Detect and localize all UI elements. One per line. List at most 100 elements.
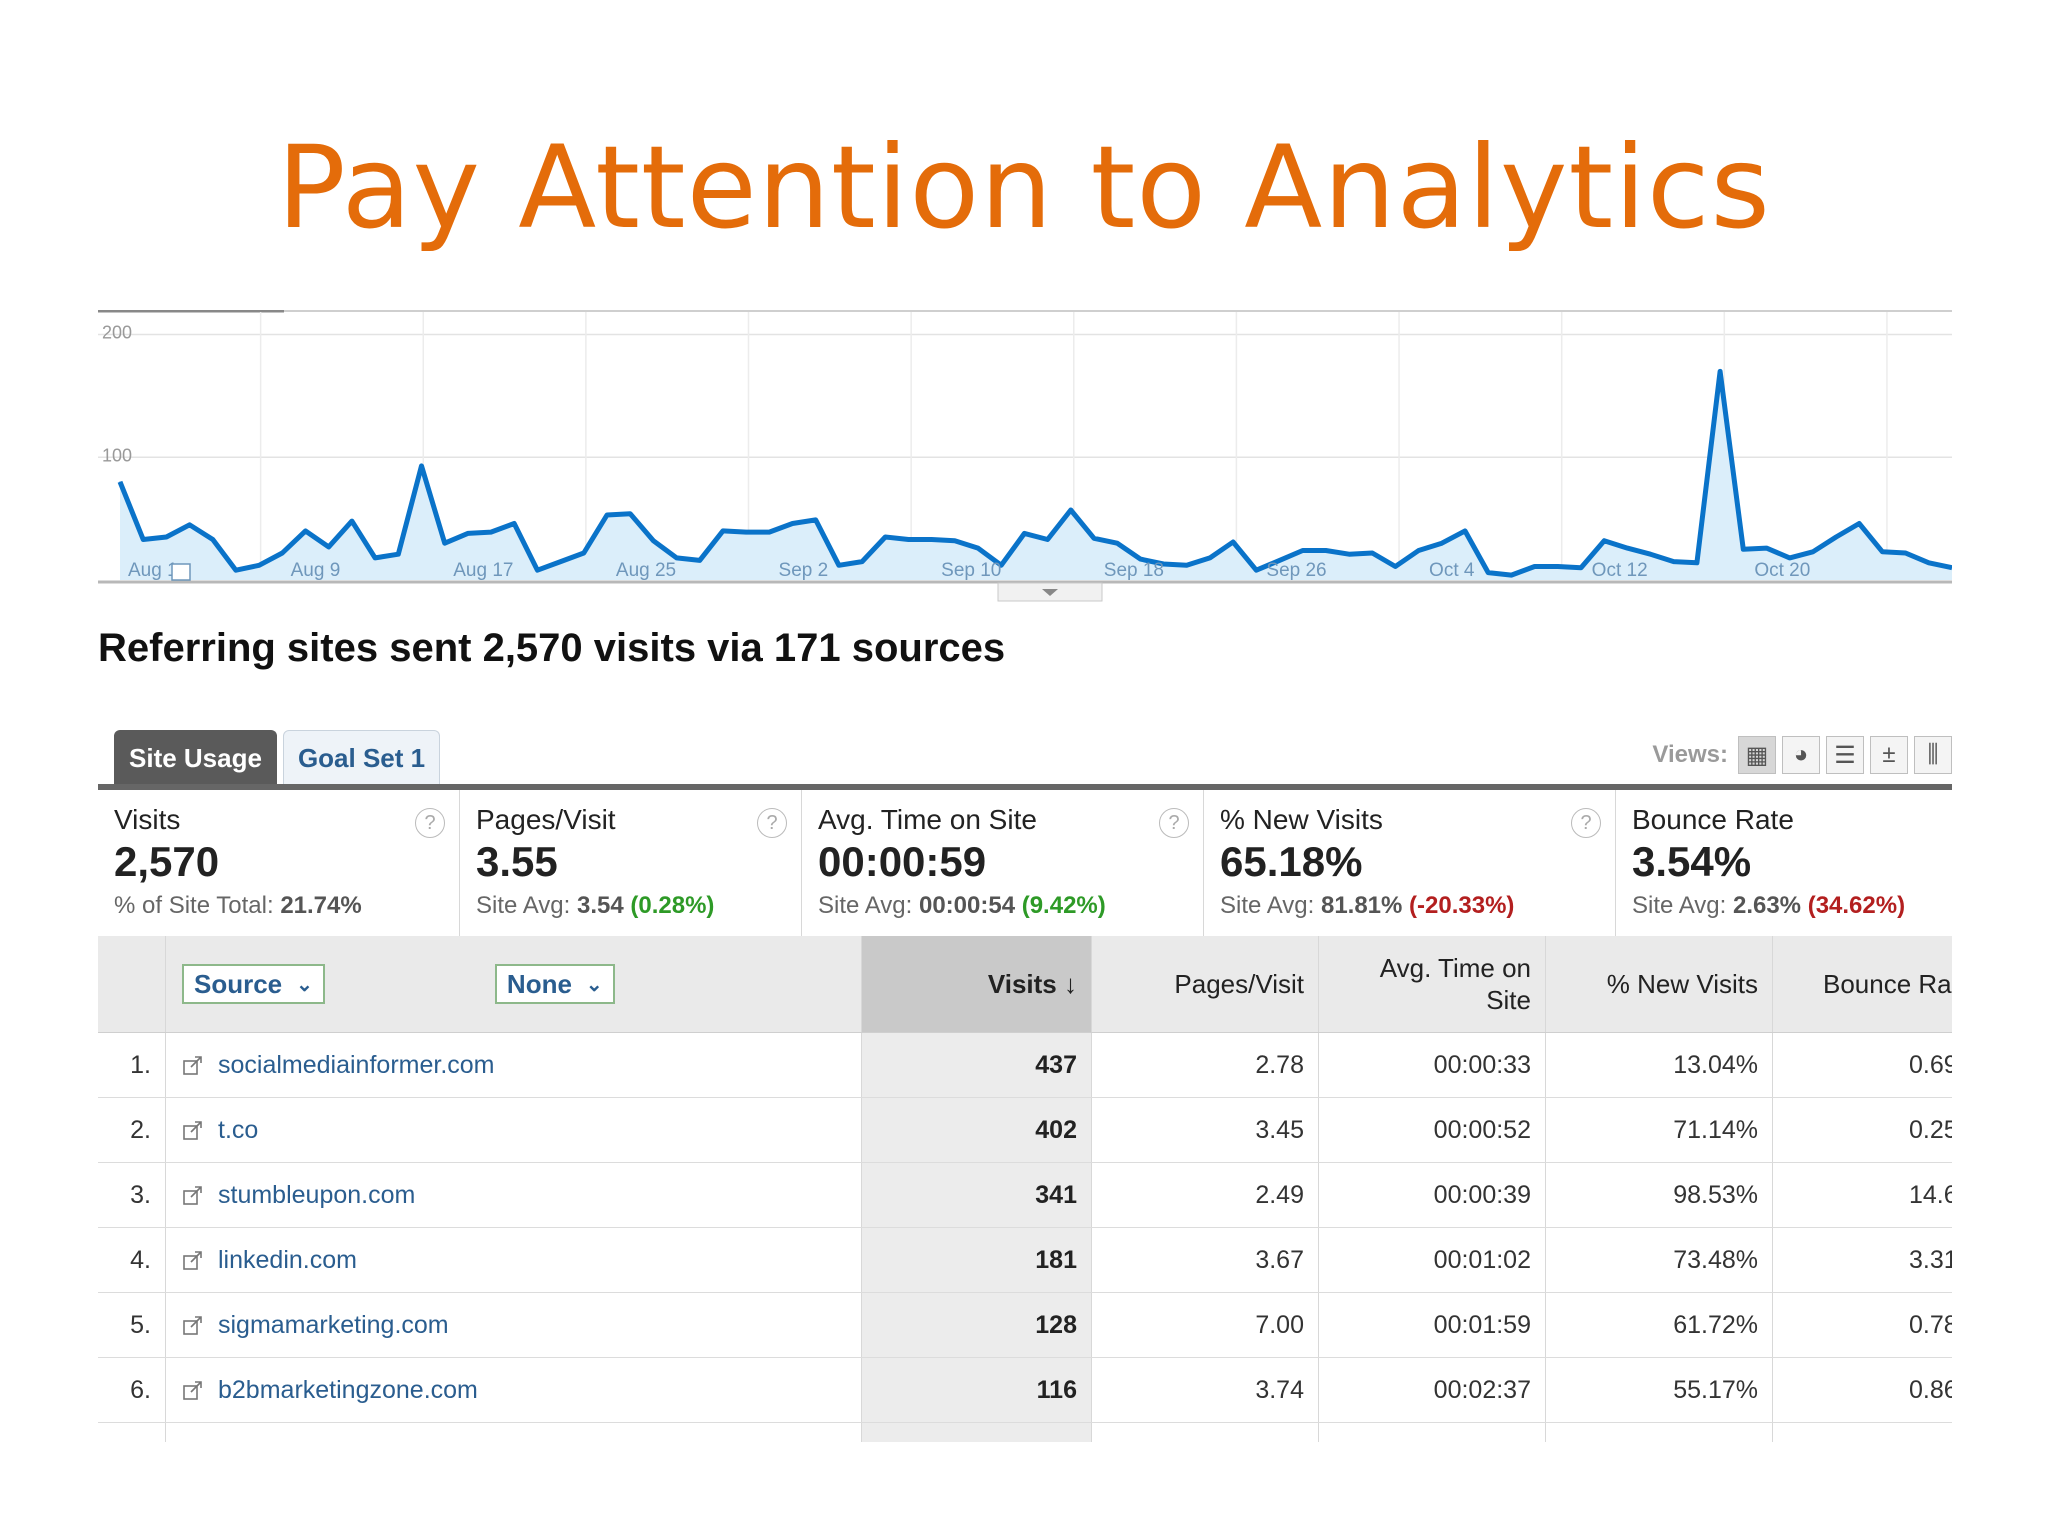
data-point [490, 531, 492, 533]
data-point [1510, 574, 1512, 576]
header-pages-visit[interactable]: Pages/Visit [1092, 936, 1319, 1032]
data-point [815, 519, 817, 521]
header-avg-time[interactable]: Avg. Time on Site [1319, 936, 1546, 1032]
source-link[interactable]: stumbleupon.com [218, 1180, 416, 1209]
visits-area [120, 371, 1952, 580]
chevron-down-icon [1042, 589, 1058, 596]
help-icon[interactable]: ? [1159, 808, 1189, 838]
data-point [1673, 561, 1675, 563]
data-point [212, 539, 214, 540]
slide-title: Pay Attention to Analytics [277, 121, 1771, 254]
x-tick-label: Oct 4 [1429, 560, 1475, 581]
table-row: 3. stumbleupon.com 341 2.49 00:00:39 98.53% 14… [98, 1163, 1952, 1228]
data-point [629, 513, 631, 515]
data-point [768, 531, 770, 533]
visits-line [117, 368, 1952, 578]
secondary-dimension-select[interactable]: None ⌄ [494, 964, 615, 1004]
data-point [165, 536, 167, 538]
source-link[interactable]: b2bmarketingzone.com [218, 1375, 478, 1404]
data-point [1835, 536, 1837, 538]
external-link-icon[interactable] [182, 1314, 204, 1336]
metric-value: 3.54% [1632, 838, 1752, 885]
help-icon[interactable]: ? [757, 808, 787, 838]
data-point [536, 569, 538, 571]
metric-label: Avg. Time on Site [818, 804, 1037, 835]
data-point [305, 530, 307, 532]
data-point [1209, 557, 1211, 559]
data-point [1534, 566, 1536, 567]
pie-view-icon[interactable]: ◕ [1782, 736, 1820, 774]
help-icon[interactable]: ? [415, 808, 445, 838]
views-label: Views: [1652, 741, 1728, 768]
data-point [1696, 562, 1698, 564]
header-bounce-rate[interactable]: Bounce Ra [1823, 968, 1952, 999]
data-point [977, 547, 979, 549]
annotation-icon [171, 563, 191, 581]
table-row: 5. sigmamarketing.com 128 7.00 00:01:59 61.72… [98, 1293, 1952, 1358]
cell-avg-time: 00:00:52 [1319, 1098, 1546, 1162]
external-link-icon[interactable] [182, 1054, 204, 1076]
source-link[interactable]: t.co [218, 1115, 259, 1144]
external-link-icon[interactable] [182, 1379, 204, 1401]
table-row: 4. linkedin.com 181 3.67 00:01:02 73.48% 3.31 [98, 1228, 1952, 1293]
data-point [351, 520, 353, 522]
row-index: 2. [98, 1098, 166, 1162]
table-row: 1. socialmediainformer.com 437 2.78 00:00:33… [98, 1033, 1952, 1098]
header-new-visits[interactable]: % New Visits [1546, 936, 1773, 1032]
data-point [884, 536, 886, 538]
data-point [189, 524, 191, 526]
data-point [1789, 557, 1791, 559]
metric-visits: Visits 2,570 % of Site Total: 21.74% ? [98, 790, 460, 936]
cell-pages-visit: 3.45 [1092, 1098, 1319, 1162]
data-point [1603, 540, 1605, 542]
data-point [954, 540, 956, 542]
data-point [1070, 509, 1072, 511]
data-point [1858, 523, 1860, 525]
metric-sub: Site Avg: 00:00:54 (9.42%) [818, 892, 1106, 919]
sort-desc-icon: ↓ [1064, 968, 1077, 999]
tab-goal-set-1[interactable]: Goal Set 1 [282, 730, 441, 785]
cell-pages-visit: 2.78 [1092, 1033, 1319, 1097]
metric-label: % New Visits [1220, 804, 1383, 835]
data-point [1905, 552, 1907, 554]
source-dimension-select[interactable]: Source ⌄ [182, 964, 325, 1004]
metric-label: Pages/Visit [476, 804, 616, 835]
data-point [1394, 566, 1396, 567]
metric-pages-visit: Pages/Visit 3.55 Site Avg: 3.54 (0.28%) … [460, 790, 802, 936]
data-point [1325, 550, 1327, 552]
source-link[interactable]: socialmediainformer.com [218, 1050, 495, 1079]
cell-new-visits: 13.04% [1546, 1033, 1773, 1097]
external-link-icon[interactable] [182, 1119, 204, 1141]
x-tick-label: Sep 2 [779, 560, 829, 581]
sources-table: Source ⌄ None ⌄ Visits ↓ Pages/Visit Avg. … [98, 936, 1952, 1442]
metric-sub: Site Avg: 2.63% (34.62%) [1632, 892, 1906, 919]
header-dimensions: Source ⌄ None ⌄ [166, 936, 862, 1032]
cell-avg-time: 00:01:02 [1319, 1228, 1546, 1292]
pivot-view-icon[interactable]: ⫼ [1914, 736, 1952, 774]
data-point [374, 557, 376, 559]
x-tick-label: Oct 20 [1754, 560, 1810, 581]
cell-pages-visit: 3.74 [1092, 1358, 1319, 1422]
cell-bounce-rate: 3.31 [1909, 1245, 1952, 1274]
comparison-view-icon[interactable]: ± [1870, 736, 1908, 774]
tab-site-usage[interactable]: Site Usage [114, 730, 277, 785]
external-link-icon[interactable] [182, 1249, 204, 1271]
performance-view-icon[interactable]: ☰ [1826, 736, 1864, 774]
table-view-icon[interactable]: ▦ [1738, 736, 1776, 774]
data-point [281, 552, 283, 554]
data-point [1255, 569, 1257, 571]
cell-bounce-rate: 14.66 [1909, 1180, 1952, 1209]
header-visits[interactable]: Visits ↓ [862, 936, 1092, 1032]
help-icon[interactable]: ? [1571, 808, 1601, 838]
cell-visits: 402 [862, 1098, 1092, 1162]
cell-visits: 128 [862, 1293, 1092, 1357]
source-link[interactable]: linkedin.com [218, 1245, 357, 1274]
metric-value: 00:00:59 [818, 838, 987, 885]
metric-label: Bounce Rate [1632, 804, 1794, 835]
row-source: t.co [166, 1098, 862, 1162]
source-link[interactable]: sigmamarketing.com [218, 1310, 449, 1339]
data-point [838, 564, 840, 566]
external-link-icon[interactable] [182, 1184, 204, 1206]
data-point [583, 552, 585, 554]
cell-pages-visit: 2.49 [1092, 1163, 1319, 1227]
